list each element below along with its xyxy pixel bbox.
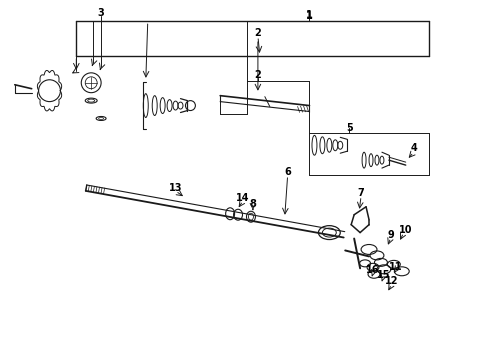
Text: 3: 3 bbox=[98, 8, 104, 18]
Text: 11: 11 bbox=[389, 262, 403, 272]
Text: 1: 1 bbox=[306, 10, 313, 20]
Text: 4: 4 bbox=[410, 143, 417, 153]
Text: 5: 5 bbox=[346, 123, 353, 134]
Text: 14: 14 bbox=[236, 193, 250, 203]
Text: 9: 9 bbox=[388, 230, 394, 239]
Text: 8: 8 bbox=[249, 199, 256, 209]
Text: 15: 15 bbox=[377, 270, 391, 280]
Text: 16: 16 bbox=[366, 265, 380, 275]
Text: 13: 13 bbox=[169, 183, 182, 193]
Text: 7: 7 bbox=[358, 188, 365, 198]
Text: 12: 12 bbox=[385, 276, 398, 286]
Text: 10: 10 bbox=[399, 225, 413, 235]
Text: 6: 6 bbox=[284, 167, 291, 177]
Text: 2: 2 bbox=[254, 28, 261, 38]
Text: 1: 1 bbox=[306, 11, 313, 21]
Text: 2: 2 bbox=[254, 70, 261, 80]
